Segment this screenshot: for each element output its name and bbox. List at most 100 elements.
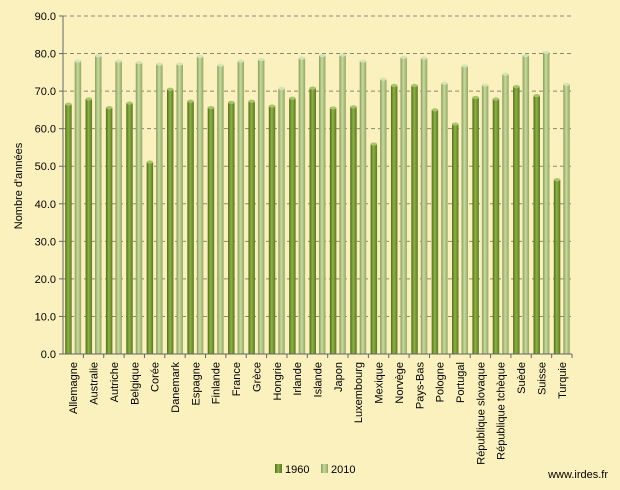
x-tick-label: Turquie <box>557 362 569 399</box>
bar-cap <box>248 99 255 103</box>
x-tick-label: Espagne <box>190 362 202 405</box>
y-tick-label: 50.0 <box>35 161 56 173</box>
x-tick-label: Finlande <box>211 362 223 404</box>
x-tick-label: Corée <box>150 362 162 392</box>
bar-cap <box>553 178 561 182</box>
bar-cap <box>472 95 479 100</box>
bar-cap <box>95 54 102 58</box>
source-label: www.irdes.fr <box>547 469 608 481</box>
bar-1960-Grèce <box>248 101 255 354</box>
bar-2010-Turquie <box>563 84 570 355</box>
bar-1960-Portugal <box>452 124 459 354</box>
bar-cap <box>350 105 357 109</box>
bar-cap <box>207 106 215 110</box>
x-tick-label: Irlande <box>292 362 304 396</box>
bar-cap <box>359 59 367 63</box>
bars <box>65 50 570 355</box>
x-tick-label: Autriche <box>109 362 121 402</box>
bar-cap <box>176 62 183 66</box>
bar-cap <box>339 53 346 57</box>
bar-2010-Pologne <box>441 83 448 355</box>
bar-cap <box>420 56 428 60</box>
bar-2010-Allemagne <box>74 61 82 355</box>
x-tick-label: République slovaque <box>475 362 487 465</box>
bar-2010-Finlande <box>217 65 224 354</box>
bar-cap <box>228 100 235 104</box>
x-tick-label: Portugal <box>455 362 467 403</box>
bar-2010-Grèce <box>257 59 265 354</box>
bar-2010-Danemark <box>176 64 183 355</box>
x-tick-label: Pays-Bas <box>414 362 426 410</box>
bar-1960-Irlande <box>289 98 296 354</box>
bar-cap <box>298 56 306 60</box>
bar-cap <box>309 86 316 90</box>
bar-1960-République slovaque <box>472 97 479 355</box>
bar-cap <box>289 96 296 100</box>
y-tick-label: 80.0 <box>35 49 56 61</box>
bar-cap <box>135 60 143 65</box>
bar-cap <box>400 55 407 59</box>
bar-1960-Hongrie <box>268 106 276 354</box>
bar-cap <box>126 101 133 105</box>
bar-2010-Luxembourg <box>359 61 367 355</box>
bar-1960-Pologne <box>431 109 439 354</box>
bar-1960-Danemark <box>166 89 174 354</box>
x-tick-label: Islande <box>313 362 325 397</box>
bar-2010-Belgique <box>135 62 143 355</box>
x-tick-label: Suède <box>516 362 528 394</box>
x-tick-label: Mexique <box>374 362 386 404</box>
bar-cap <box>166 87 174 91</box>
bar-cap <box>156 62 163 66</box>
x-tick-label: France <box>231 362 243 396</box>
bar-cap <box>146 160 154 164</box>
bar-cap <box>278 86 285 91</box>
x-tick-label: Hongrie <box>272 362 284 401</box>
bar-1960-Australie <box>85 98 93 355</box>
bar-cap <box>196 54 204 59</box>
bar-1960-Espagne <box>187 101 194 354</box>
bar-cap <box>268 104 276 108</box>
bar-cap <box>502 72 509 76</box>
x-tick-label: Norvège <box>394 362 406 404</box>
y-tick-label: 0.0 <box>41 349 56 361</box>
x-tick-label: Allemagne <box>68 362 80 414</box>
bar-cap <box>217 63 224 67</box>
bar-cap <box>513 85 520 89</box>
bar-cap <box>74 59 82 63</box>
bar-cap <box>390 83 398 88</box>
legend-swatch-2010 <box>321 464 328 473</box>
x-tick-label: Danemark <box>170 362 182 413</box>
bar-cap <box>563 82 570 86</box>
bar-2010-Suisse <box>542 52 550 354</box>
bar-cap <box>481 83 489 87</box>
bar-1960-Turquie <box>553 179 561 354</box>
bar-1960-Luxembourg <box>350 106 357 354</box>
bar-cap <box>522 53 530 58</box>
bar-1960-Corée <box>146 162 154 354</box>
bar-1960-Autriche <box>105 107 113 354</box>
bar-2010-Mexique <box>380 79 387 355</box>
legend-label-2010: 2010 <box>331 464 355 476</box>
bar-cap <box>380 77 387 81</box>
bar-2010-Islande <box>319 55 326 354</box>
bar-2010-République slovaque <box>481 85 489 354</box>
bar-cap <box>187 99 194 103</box>
y-tick-label: 90.0 <box>35 11 56 23</box>
bar-cap <box>319 53 326 58</box>
legend-swatch-1960 <box>275 464 282 473</box>
legend-label-1960: 1960 <box>285 464 309 476</box>
x-tick-label: République tchèque <box>496 362 508 460</box>
bar-1960-Japon <box>329 108 337 354</box>
bar-2010-Autriche <box>115 61 122 355</box>
bar-cap <box>115 59 122 63</box>
bar-cap <box>492 97 500 101</box>
bar-cap <box>452 122 459 126</box>
bar-2010-Hongrie <box>278 88 285 354</box>
y-tick-label: 70.0 <box>35 86 56 98</box>
bar-cap <box>533 94 540 98</box>
bar-2010-Australie <box>95 55 102 354</box>
bar-cap <box>85 97 93 101</box>
bar-cap <box>411 83 418 88</box>
bar-cap <box>257 57 265 62</box>
